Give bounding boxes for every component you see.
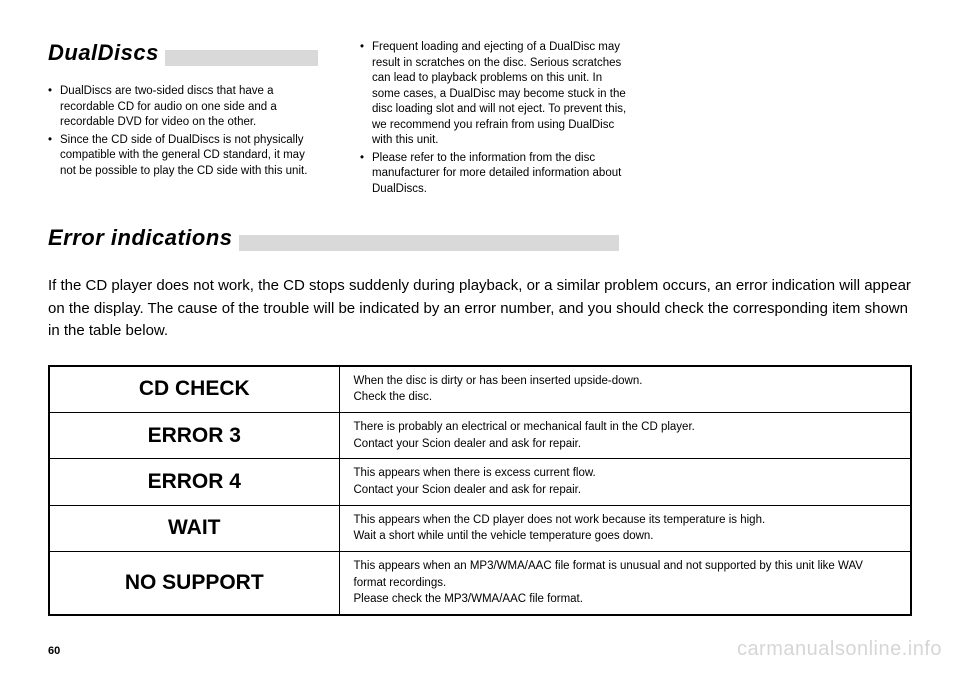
dualdiscs-heading-row: DualDiscs: [48, 40, 318, 76]
error-desc-line: This appears when the CD player does not…: [354, 514, 766, 526]
table-row: CD CHECK When the disc is dirty or has b…: [49, 366, 911, 413]
error-desc-line: Check the disc.: [354, 391, 433, 403]
error-code-cell: ERROR 4: [49, 459, 339, 505]
watermark-text: carmanualsonline.info: [737, 638, 942, 661]
page: DualDiscs DualDiscs are two-sided discs …: [0, 0, 960, 677]
error-code-cell: NO SUPPORT: [49, 552, 339, 616]
error-desc-line: Wait a short while until the vehicle tem…: [354, 530, 654, 542]
bullet-item: Frequent loading and ejecting of a DualD…: [360, 40, 630, 149]
two-column-region: DualDiscs DualDiscs are two-sided discs …: [48, 40, 912, 199]
error-desc-cell: This appears when an MP3/WMA/AAC file fo…: [339, 552, 911, 616]
error-indications-heading-bar: [239, 235, 619, 251]
bullet-item: Please refer to the information from the…: [360, 151, 630, 198]
table-row: ERROR 4 This appears when there is exces…: [49, 459, 911, 505]
column-right: Frequent loading and ejecting of a DualD…: [360, 40, 630, 199]
table-row: ERROR 3 There is probably an electrical …: [49, 413, 911, 459]
error-desc-line: Contact your Scion dealer and ask for re…: [354, 438, 582, 450]
error-table: CD CHECK When the disc is dirty or has b…: [48, 365, 912, 616]
dualdiscs-bullets-col1: DualDiscs are two-sided discs that have …: [48, 84, 318, 179]
bullet-item: DualDiscs are two-sided discs that have …: [48, 84, 318, 131]
bullet-item: Since the CD side of DualDiscs is not ph…: [48, 133, 318, 180]
error-desc-line: This appears when there is excess curren…: [354, 467, 596, 479]
error-desc-line: Please check the MP3/WMA/AAC file format…: [354, 593, 583, 605]
error-desc-cell: This appears when the CD player does not…: [339, 505, 911, 551]
page-number: 60: [48, 645, 60, 657]
error-desc-line: Contact your Scion dealer and ask for re…: [354, 484, 582, 496]
dualdiscs-bullets-col2: Frequent loading and ejecting of a DualD…: [360, 40, 630, 197]
error-desc-cell: This appears when there is excess curren…: [339, 459, 911, 505]
error-code-cell: WAIT: [49, 505, 339, 551]
error-indications-heading: Error indications: [48, 225, 233, 251]
table-row: WAIT This appears when the CD player doe…: [49, 505, 911, 551]
error-indications-heading-row: Error indications: [48, 225, 912, 261]
dualdiscs-heading: DualDiscs: [48, 40, 159, 66]
column-left: DualDiscs DualDiscs are two-sided discs …: [48, 40, 318, 199]
error-desc-line: There is probably an electrical or mecha…: [354, 421, 695, 433]
table-row: NO SUPPORT This appears when an MP3/WMA/…: [49, 552, 911, 616]
error-code-cell: CD CHECK: [49, 366, 339, 413]
dualdiscs-heading-bar: [165, 50, 318, 66]
error-desc-line: This appears when an MP3/WMA/AAC file fo…: [354, 560, 863, 589]
error-indications-intro: If the CD player does not work, the CD s…: [48, 275, 912, 343]
error-desc-cell: When the disc is dirty or has been inser…: [339, 366, 911, 413]
error-code-cell: ERROR 3: [49, 413, 339, 459]
error-desc-line: When the disc is dirty or has been inser…: [354, 375, 643, 387]
error-desc-cell: There is probably an electrical or mecha…: [339, 413, 911, 459]
